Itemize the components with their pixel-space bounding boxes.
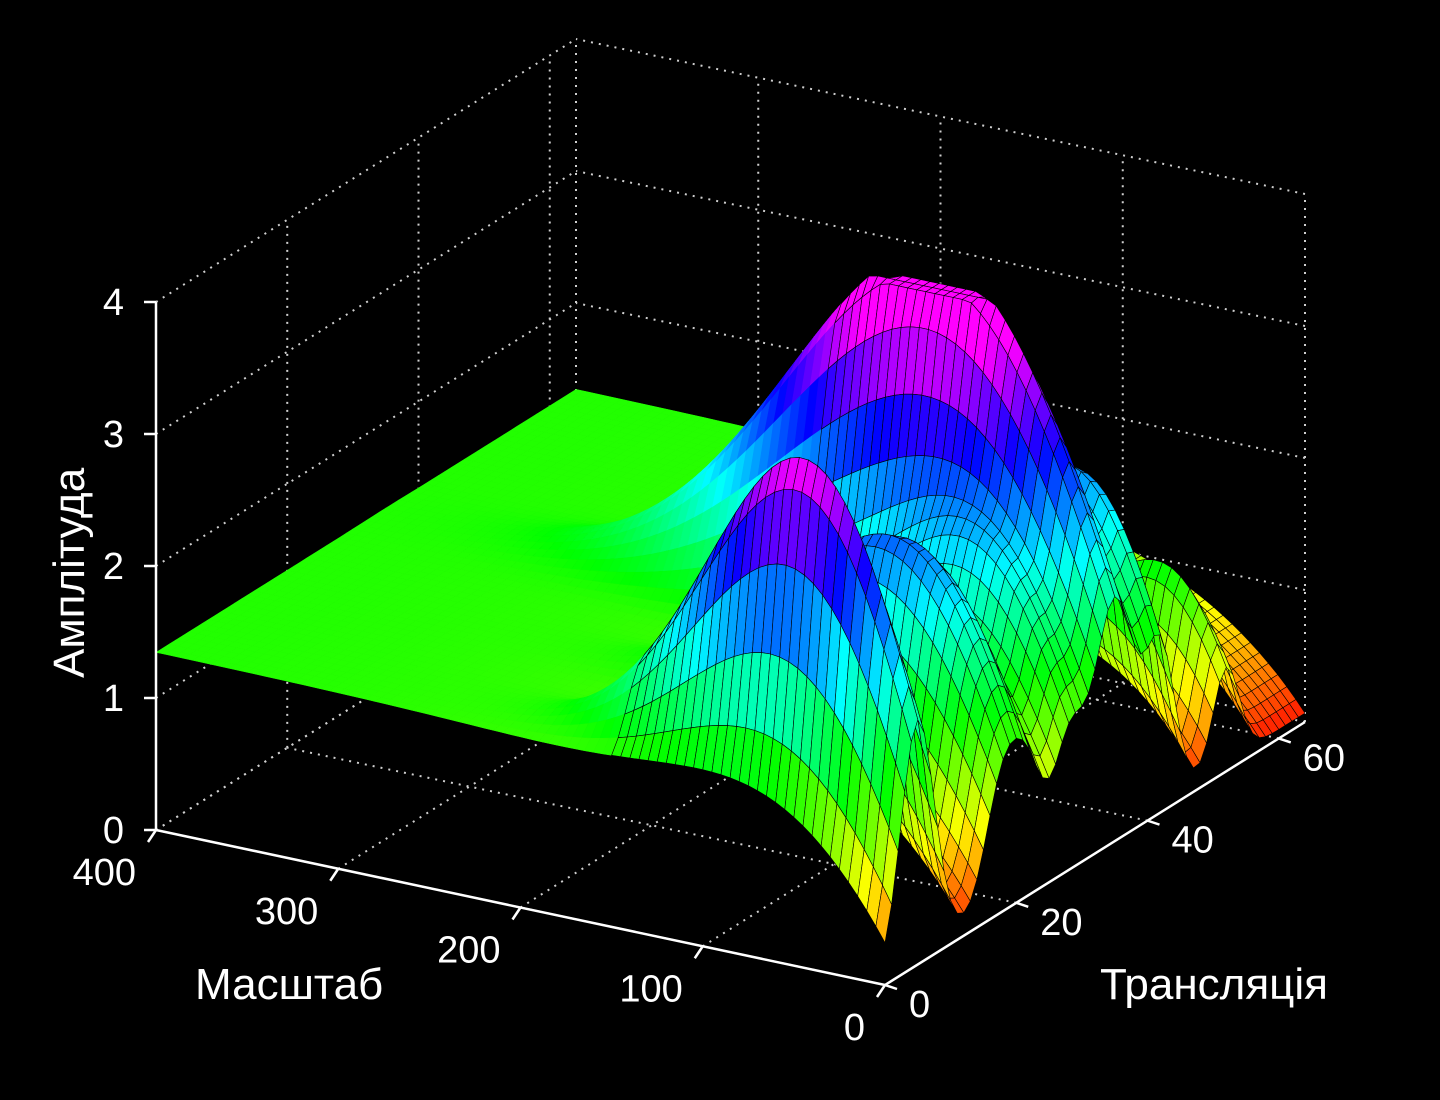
grid-line <box>155 38 577 303</box>
surface <box>155 275 1306 944</box>
grid-line <box>155 170 577 435</box>
